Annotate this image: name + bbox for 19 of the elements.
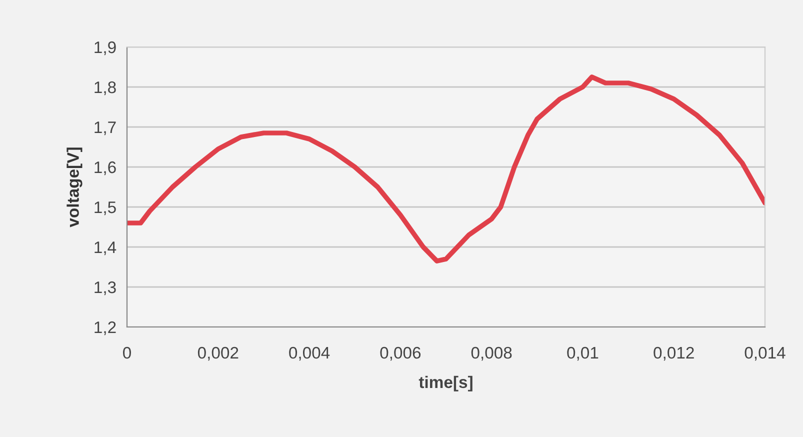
x-tick-label: 0,01 [567, 346, 598, 361]
x-axis-title: time[s] [418, 376, 472, 392]
x-tick-label: 0,014 [744, 346, 786, 361]
y-tick-label: 1,9 [94, 41, 116, 56]
y-tick-label: 1,6 [94, 161, 116, 176]
x-tick-label: 0,004 [289, 346, 330, 361]
y-tick-label: 1,4 [94, 242, 116, 256]
line-series [127, 74, 765, 264]
y-tick-label: 1,2 [94, 321, 116, 336]
x-tick-label: 0,006 [380, 346, 421, 361]
x-tick-label: 0,008 [471, 346, 512, 361]
x-tick-label: 0 [123, 346, 131, 359]
y-tick-label: 1,8 [94, 81, 116, 96]
y-tick-label: 1,3 [94, 281, 116, 296]
y-tick-label: 1,5 [94, 202, 116, 216]
x-tick-label: 0,012 [654, 346, 694, 361]
y-tick-label: 1,7 [94, 122, 116, 136]
x-tick-label: 0,002 [198, 346, 238, 361]
y-axis-title: voltage[V] [66, 148, 82, 228]
